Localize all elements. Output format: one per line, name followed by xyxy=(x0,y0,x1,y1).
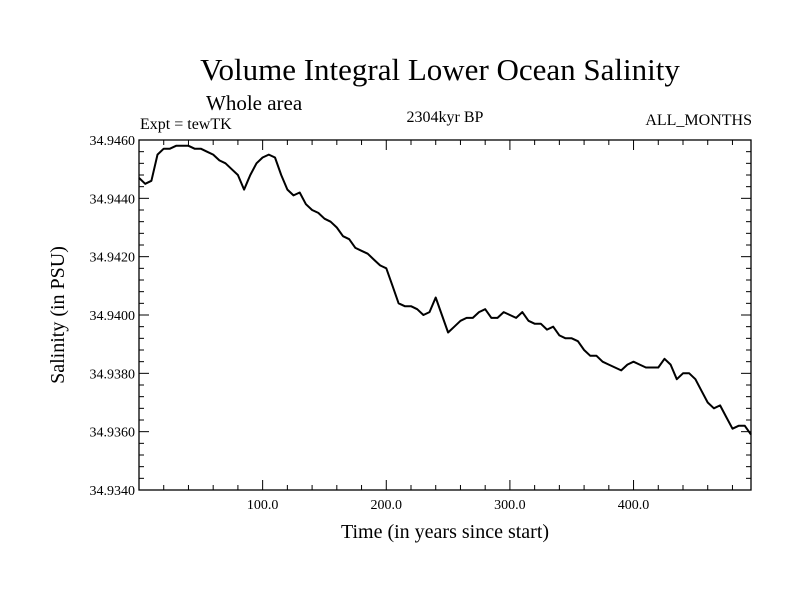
y-tick-label: 34.9440 xyxy=(90,192,136,207)
x-tick-label: 200.0 xyxy=(371,498,403,513)
period-label: 2304kyr BP xyxy=(407,109,484,126)
y-tick-label: 34.9420 xyxy=(90,251,136,266)
chart-title: Volume Integral Lower Ocean Salinity xyxy=(200,52,680,87)
axis-ticks xyxy=(139,139,751,491)
x-tick-label: 400.0 xyxy=(618,498,650,513)
y-tick-label: 34.9460 xyxy=(90,134,136,149)
tick-labels: 34.9340 34.9360 34.9380 34.9400 34.9420 34.94… xyxy=(90,134,650,513)
y-tick-label: 34.9360 xyxy=(90,426,136,441)
months-label: ALL_MONTHS xyxy=(645,112,752,129)
y-axis-label: Salinity (in PSU) xyxy=(47,246,69,384)
x-tick-label: 300.0 xyxy=(494,498,526,513)
chart-subtitle: Whole area xyxy=(206,91,303,115)
y-tick-label: 34.9340 xyxy=(90,484,136,499)
x-tick-label: 100.0 xyxy=(247,498,279,513)
x-axis-label: Time (in years since start) xyxy=(341,521,549,543)
experiment-label: Expt = tewTK xyxy=(140,116,232,133)
y-tick-label: 34.9380 xyxy=(90,367,136,382)
salinity-series-line xyxy=(138,144,752,436)
y-tick-label: 34.9400 xyxy=(90,309,136,324)
plot-frame xyxy=(138,139,752,491)
